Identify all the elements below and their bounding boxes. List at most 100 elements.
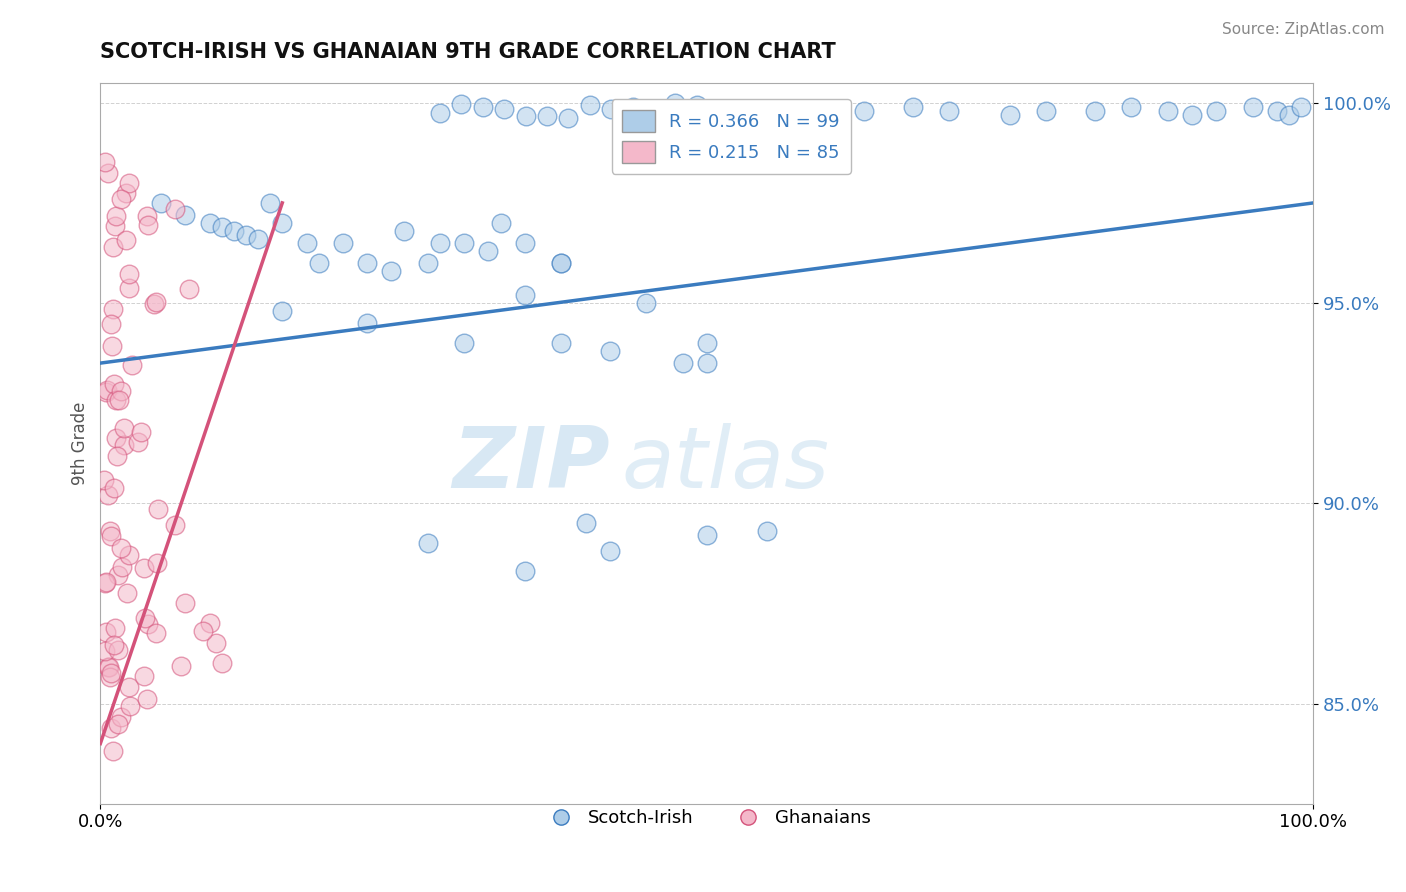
Point [636,296,658,310]
Point [163,517,186,532]
Point [101,744,124,758]
Point [380,264,402,278]
Point [136,616,159,631]
Point [135,209,157,223]
Point [938,103,960,118]
Point [94,575,117,590]
Point [756,524,779,539]
Point [110,192,132,206]
Text: atlas: atlas [621,424,830,507]
Point [135,692,157,706]
Point [204,636,226,650]
Point [211,219,233,234]
Point [494,102,516,116]
Point [101,302,124,317]
Point [998,108,1021,122]
Point [134,669,156,683]
Point [100,317,122,331]
Point [100,665,122,680]
Point [356,316,378,330]
Point [1205,103,1227,118]
Point [686,98,709,112]
Point [118,680,141,694]
Point [453,336,475,351]
Point [332,235,354,250]
Point [121,359,143,373]
Point [136,218,159,232]
Point [513,288,536,302]
Point [110,541,132,555]
Point [96,624,118,639]
Point [271,304,294,318]
Point [165,202,187,217]
Point [112,438,135,452]
Legend: Scotch-Irish, Ghanaians: Scotch-Irish, Ghanaians [536,802,877,834]
Point [117,267,139,281]
Point [100,529,122,543]
Point [235,227,257,242]
Point [671,356,693,370]
Point [271,216,294,230]
Point [643,112,665,126]
Point [259,195,281,210]
Point [104,431,127,445]
Point [107,716,129,731]
Point [772,107,794,121]
Point [1278,108,1301,122]
Point [114,233,136,247]
Point [416,536,439,550]
Point [111,559,134,574]
Point [93,154,115,169]
Point [174,208,197,222]
Point [853,103,876,118]
Point [557,111,579,125]
Point [97,659,120,673]
Point [696,356,718,370]
Point [599,344,621,359]
Point [489,216,512,230]
Point [728,109,751,123]
Point [94,644,117,658]
Point [429,105,451,120]
Point [211,657,233,671]
Point [129,425,152,439]
Point [193,624,215,639]
Point [453,235,475,250]
Point [247,232,270,246]
Point [392,224,415,238]
Point [145,626,167,640]
Point [578,98,600,112]
Point [107,393,129,408]
Point [696,336,718,351]
Point [513,565,536,579]
Point [416,256,439,270]
Point [817,103,839,118]
Point [621,100,644,114]
Point [429,235,451,250]
Point [100,721,122,735]
Point [103,638,125,652]
Point [143,297,166,311]
Point [356,256,378,270]
Point [170,659,193,673]
Point [115,586,138,600]
Point [101,240,124,254]
Y-axis label: 9th Grade: 9th Grade [72,401,89,485]
Point [97,166,120,180]
Point [112,421,135,435]
Point [105,392,128,407]
Point [104,209,127,223]
Point [696,528,718,542]
Point [477,244,499,258]
Point [308,256,330,270]
Point [100,670,122,684]
Point [450,96,472,111]
Point [177,282,200,296]
Point [1181,108,1204,122]
Point [98,524,121,538]
Point [107,642,129,657]
Point [127,435,149,450]
Point [198,616,221,631]
Point [222,224,245,238]
Point [97,488,120,502]
